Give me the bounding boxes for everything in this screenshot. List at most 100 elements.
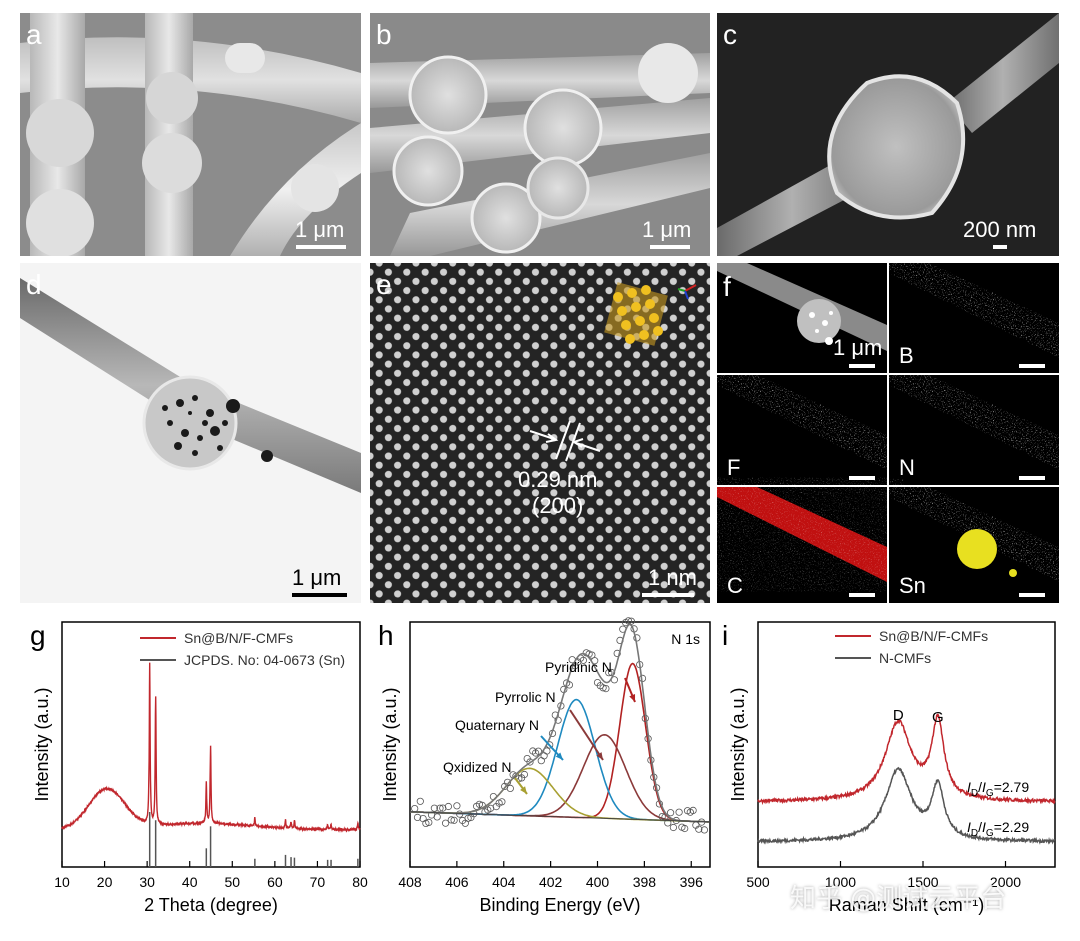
xps-raw-point xyxy=(422,819,430,827)
xps-raw-point xyxy=(664,819,672,827)
xps-raw-point xyxy=(464,814,472,822)
xps-label-0: Pyridinic N xyxy=(545,659,612,675)
xps-component-1 xyxy=(410,733,709,823)
xps-raw-point xyxy=(411,805,419,813)
spacing-label: 0.29 nm xyxy=(518,467,598,492)
xps-raw-point xyxy=(554,716,562,724)
xps-ylabel: Intensity (a.u.) xyxy=(380,687,400,801)
xps-raw-point xyxy=(605,669,613,677)
xps-baseline xyxy=(409,811,711,823)
xps-raw-point xyxy=(613,649,621,658)
nanoparticles xyxy=(162,395,273,462)
xps-component-0 xyxy=(410,662,709,823)
element-label-N: N xyxy=(899,455,915,480)
xps-raw-point xyxy=(425,818,433,826)
panel-d: d 1 μm xyxy=(20,263,361,603)
watermark: 知乎 @测试云平台 xyxy=(790,884,1007,914)
xps-xtick-label-6: 396 xyxy=(680,874,704,890)
xps-xlabel: Binding Energy (eV) xyxy=(479,895,640,915)
raman-ratio-label-1: ID/IG=2.29 xyxy=(967,819,1029,839)
spacing-marker xyxy=(529,420,601,462)
panel-label-c: c xyxy=(723,19,737,50)
scale-bar-f xyxy=(849,364,875,368)
raman-line-1 xyxy=(757,766,1056,845)
scale-label-d: 1 μm xyxy=(292,565,342,590)
map-N xyxy=(889,375,1059,485)
scale-label-b: 1 μm xyxy=(642,217,692,242)
scale-bar-b xyxy=(650,245,690,249)
map-overview xyxy=(717,263,887,373)
chart-raman: 500 1000 1500 2000 Raman Shift (cm⁻¹) Intensi… xyxy=(728,621,1056,915)
xps-xtick-label-5: 398 xyxy=(633,874,657,890)
xps-raw-point xyxy=(506,784,514,792)
plane-label: (200) xyxy=(532,493,584,518)
xps-raw-point xyxy=(588,651,596,659)
xps-raw-point xyxy=(658,813,666,821)
raman-frame xyxy=(757,621,1056,868)
chart-xps: 408 406 404 402 400 398 396 Binding Energy (eV)… xyxy=(380,617,711,915)
raman-ylabel: Intensity (a.u.) xyxy=(728,687,748,801)
xrd-xtick-label-6: 70 xyxy=(310,874,326,890)
raman-legend-label-0: Sn@B/N/F-CMFs xyxy=(879,628,988,644)
scale-bar-d xyxy=(292,593,347,597)
scale-bar-Sn xyxy=(1019,593,1045,597)
raman-ratio-label-0: ID/IG=2.79 xyxy=(967,779,1029,799)
xps-raw-point xyxy=(450,816,458,824)
xps-raw-point xyxy=(579,656,587,664)
scale-bar-a xyxy=(296,245,346,249)
xps-label-2: Quaternary N xyxy=(455,717,539,733)
xrd-xtick-label-5: 60 xyxy=(267,874,283,890)
scale-label-a: 1 μm xyxy=(295,217,345,242)
scale-label-e: 1 nm xyxy=(648,565,697,590)
xps-raw-point xyxy=(681,824,689,833)
panel-f-image xyxy=(717,263,1059,603)
chart-xrd: 10 20 30 40 50 60 70 80 2 Theta (degree) Intensit… xyxy=(32,621,368,915)
xrd-xtick-label-2: 30 xyxy=(139,874,155,890)
map-B xyxy=(889,263,1059,373)
panel-d-image xyxy=(20,263,361,603)
xps-raw-point xyxy=(602,685,610,693)
xps-raw-point xyxy=(444,802,453,811)
xrd-xtick-label-0: 10 xyxy=(54,874,70,890)
panel-label-f: f xyxy=(723,271,731,302)
raman-xtick-label-1: 1000 xyxy=(825,874,856,890)
raman-line-0 xyxy=(757,713,1056,806)
xps-raw-point xyxy=(675,808,683,816)
panel-c-image xyxy=(717,13,1059,256)
scale-bar-C xyxy=(849,593,875,597)
element-label-Sn: Sn xyxy=(899,573,926,598)
map-Sn xyxy=(889,487,1059,603)
scale-bar-c xyxy=(993,245,1007,249)
unit-cell-inset xyxy=(604,282,697,346)
raman-xtick-label-3: 2000 xyxy=(990,874,1021,890)
xps-xtick-label-1: 406 xyxy=(445,874,469,890)
xps-xtick-label-2: 404 xyxy=(492,874,516,890)
xrd-xtick-label-7: 80 xyxy=(352,874,368,890)
panel-label-d: d xyxy=(26,269,42,300)
panel-label-i: i xyxy=(722,620,729,651)
scale-bar-e xyxy=(642,593,694,597)
xps-raw-point xyxy=(436,804,444,812)
xps-raw-point xyxy=(537,757,545,765)
panel-a-image xyxy=(20,13,361,256)
element-label-C: C xyxy=(727,573,743,598)
raman-band-G: G xyxy=(932,709,944,726)
xps-raw-point xyxy=(520,770,528,779)
map-F xyxy=(717,375,887,485)
xrd-xtick-label-3: 40 xyxy=(182,874,198,890)
panel-e-image xyxy=(370,263,710,603)
scale-bar-N xyxy=(1019,476,1045,480)
xps-arrowhead-0 xyxy=(629,694,636,702)
xps-raw-point xyxy=(695,825,703,833)
xps-raw-point xyxy=(526,758,534,766)
xps-raw-point xyxy=(442,819,450,827)
xps-arrowhead-3 xyxy=(520,786,527,794)
xps-raw-point xyxy=(447,816,455,824)
panel-e: e 0.29 nm (200) 1 nm xyxy=(370,263,710,603)
xps-raw-point xyxy=(498,798,506,806)
xps-raw-point xyxy=(700,826,708,834)
xps-raw-point xyxy=(666,809,675,817)
panel-a: a 1 μm xyxy=(20,13,361,256)
xps-raw-point xyxy=(599,684,607,692)
xrd-xlabel: 2 Theta (degree) xyxy=(144,895,278,915)
